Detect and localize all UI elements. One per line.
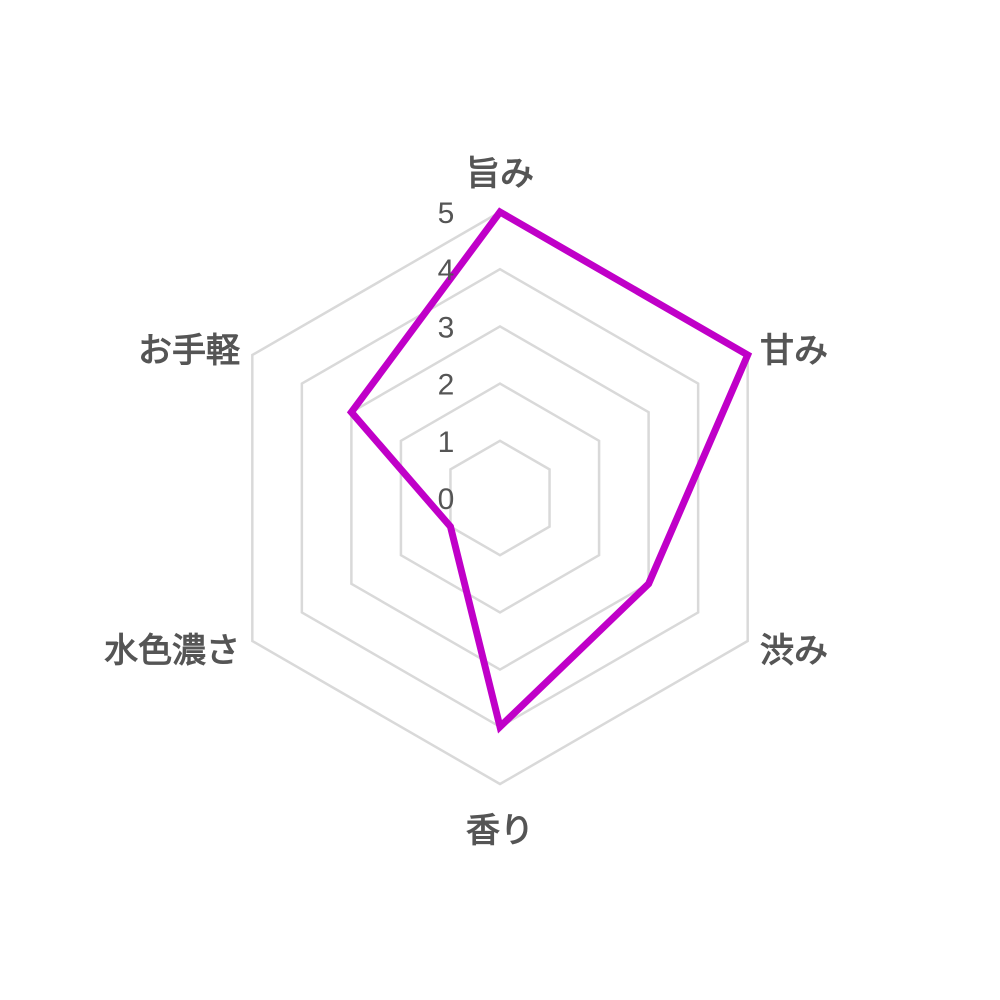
grid-ring-2 [399,382,601,614]
axis-label-1: 甘み [760,331,828,371]
grid-ring-5 [251,210,749,786]
axis-label-3: 香り [466,811,534,851]
axis-label-0: 旨み [466,154,534,194]
grid [251,210,749,786]
tick-label-5: 5 [438,197,455,230]
series [346,207,753,734]
grid-ring-4 [300,267,700,729]
tick-label-3: 3 [438,311,455,344]
tick-label-0: 0 [438,483,455,516]
tick-label-1: 1 [438,426,455,459]
grid-ring-1 [449,439,551,557]
grid-ring-3 [350,324,650,672]
tick-labels: 0 1 2 3 4 5 [438,197,455,516]
tick-label-4: 4 [438,254,455,287]
axis-label-5: お手軽 [138,331,241,371]
tick-label-2: 2 [438,369,455,402]
axis-label-2: 渋み [760,631,828,671]
axis-label-4: 水色濃さ [104,631,240,671]
